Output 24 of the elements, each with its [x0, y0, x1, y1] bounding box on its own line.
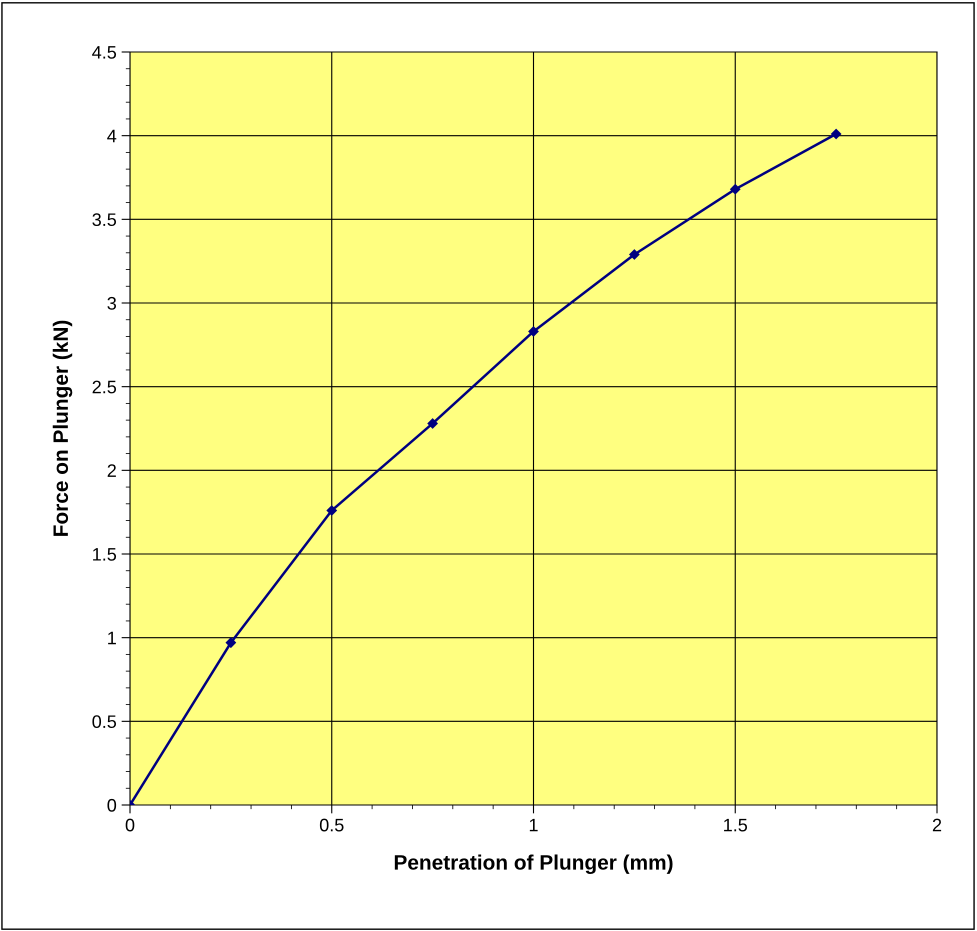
point [428, 418, 438, 429]
point [326, 505, 337, 516]
y-tick-label: 0 [107, 798, 116, 812]
y-tick-label: 3 [107, 296, 116, 310]
y-tick-label: 3.5 [92, 213, 116, 226]
y-tick-label: 2 [108, 464, 116, 477]
x-tick-label: 0.5 [320, 818, 344, 832]
y-tick-label: 2.5 [92, 380, 116, 394]
y-tick-label: 4 [107, 130, 116, 142]
y-tick-label: 4.5 [92, 46, 116, 59]
y-axis-title: Force on Plunger (kN) [52, 320, 72, 536]
x-tick-label: 1.5 [724, 818, 748, 832]
point [730, 184, 740, 194]
x-tick-label: 2 [932, 818, 942, 832]
point [226, 638, 236, 648]
y-tick-label: 0.5 [92, 715, 116, 728]
y-tick-label: 1.5 [93, 548, 116, 561]
y-tick-label: 1 [108, 632, 116, 644]
x-axis-title: Penetration of Plunger (mm) [394, 854, 673, 874]
x-tick-label: 0 [126, 818, 134, 832]
x-tick-label: 1 [530, 818, 538, 832]
point [831, 128, 842, 140]
point [528, 326, 539, 337]
point [629, 249, 640, 260]
